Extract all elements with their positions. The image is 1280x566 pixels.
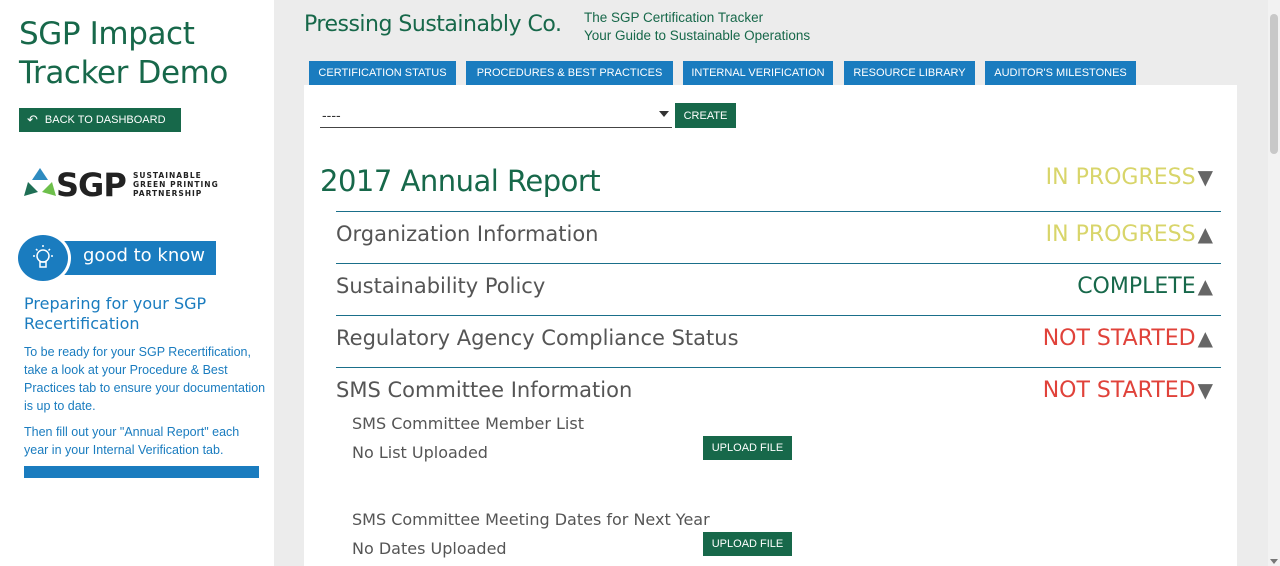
sms-meeting-dates-value: No Dates Uploaded — [352, 539, 507, 558]
section-status: NOT STARTED — [1042, 326, 1196, 351]
tab-auditors-milestones[interactable]: AUDITOR'S MILESTONES — [985, 61, 1136, 85]
scrollbar-thumb[interactable] — [1270, 14, 1278, 154]
back-arrow-icon: ↶ — [27, 112, 38, 127]
upload-file-button[interactable]: UPLOAD FILE — [703, 436, 792, 460]
tip-title: Preparing for your SGP Recertification — [24, 294, 207, 333]
section-status-toggle[interactable]: NOT STARTED ▲ — [1043, 326, 1213, 351]
report-status-toggle[interactable]: IN PROGRESS ▼ — [1046, 165, 1213, 190]
report-select-value: ---- — [322, 107, 341, 123]
good-to-know-banner: good to know — [15, 232, 217, 284]
section-label[interactable]: Regulatory Agency Compliance Status — [336, 326, 739, 350]
section-status-toggle[interactable]: COMPLETE ▲ — [1077, 274, 1213, 299]
expand-triangle-icon: ▲ — [1197, 274, 1213, 298]
section-label[interactable]: Sustainability Policy — [336, 274, 546, 298]
section-sms-committee-information: SMS Committee Information — [336, 367, 1221, 419]
tip-divider-bar — [24, 466, 259, 478]
sms-meeting-dates-title: SMS Committee Meeting Dates for Next Yea… — [352, 510, 710, 529]
tagline: The SGP Certification Tracker Your Guide… — [584, 9, 810, 45]
sgp-logo-subtitle: SUSTAINABLE GREEN PRINTING PARTNERSHIP — [133, 171, 219, 198]
expand-triangle-icon: ▲ — [1197, 222, 1213, 246]
section-organization-information: Organization Information — [336, 211, 1221, 263]
app-title: SGP Impact Tracker Demo — [19, 16, 228, 91]
good-to-know-bar — [43, 241, 216, 275]
scroll-down-arrow-icon[interactable] — [1270, 559, 1278, 564]
sgp-logo-letters: SGP — [56, 166, 127, 204]
tab-procedures-best-practices[interactable]: PROCEDURES & BEST PRACTICES — [466, 61, 673, 85]
tab-resource-library[interactable]: RESOURCE LIBRARY — [844, 61, 975, 85]
tip-paragraph-2: Then fill out your "Annual Report" each … — [24, 425, 240, 457]
sidebar: SGP Impact Tracker Demo ↶ BACK TO DASHBO… — [0, 0, 274, 566]
sms-member-list-value: No List Uploaded — [352, 443, 488, 462]
section-status: COMPLETE — [1077, 274, 1196, 299]
report-status: IN PROGRESS — [1045, 165, 1196, 190]
section-status: NOT STARTED — [1042, 378, 1196, 403]
tagline-line-2: Your Guide to Sustainable Operations — [584, 28, 811, 43]
collapse-triangle-icon: ▼ — [1197, 378, 1213, 402]
main-panel — [304, 85, 1237, 566]
back-to-dashboard-button[interactable]: ↶ BACK TO DASHBOARD — [19, 108, 181, 132]
report-title: 2017 Annual Report — [320, 164, 601, 198]
sgp-leaf-logo-icon — [24, 168, 56, 196]
tagline-line-1: The SGP Certification Tracker — [584, 10, 764, 25]
tip-paragraph-1: To be ready for your SGP Recertification… — [24, 345, 266, 413]
section-status-toggle[interactable]: NOT STARTED ▼ — [1043, 378, 1213, 403]
lightbulb-icon — [15, 232, 71, 284]
upload-file-button[interactable]: UPLOAD FILE — [703, 532, 792, 556]
sgp-logo: SGP SUSTAINABLE GREEN PRINTING PARTNERSH… — [22, 166, 222, 206]
company-name: Pressing Sustainably Co. — [304, 12, 562, 37]
section-sustainability-policy: Sustainability Policy — [336, 263, 1221, 315]
back-button-label: BACK TO DASHBOARD — [44, 114, 166, 126]
section-regulatory-agency-compliance: Regulatory Agency Compliance Status — [336, 315, 1221, 367]
report-select[interactable]: ---- — [320, 103, 672, 128]
expand-triangle-icon: ▲ — [1197, 326, 1213, 350]
sms-member-list-title: SMS Committee Member List — [352, 414, 584, 433]
collapse-triangle-icon: ▼ — [1197, 165, 1213, 189]
good-to-know-label: good to know — [83, 245, 205, 266]
chevron-down-icon — [659, 111, 669, 117]
section-status-toggle[interactable]: IN PROGRESS ▲ — [1046, 222, 1213, 247]
section-status: IN PROGRESS — [1045, 222, 1196, 247]
section-label[interactable]: Organization Information — [336, 222, 599, 246]
tab-internal-verification[interactable]: INTERNAL VERIFICATION — [683, 61, 833, 94]
vertical-scrollbar[interactable] — [1268, 0, 1280, 566]
tab-certification-status[interactable]: CERTIFICATION STATUS — [309, 61, 456, 85]
create-button[interactable]: CREATE — [675, 103, 736, 128]
section-label[interactable]: SMS Committee Information — [336, 378, 633, 402]
